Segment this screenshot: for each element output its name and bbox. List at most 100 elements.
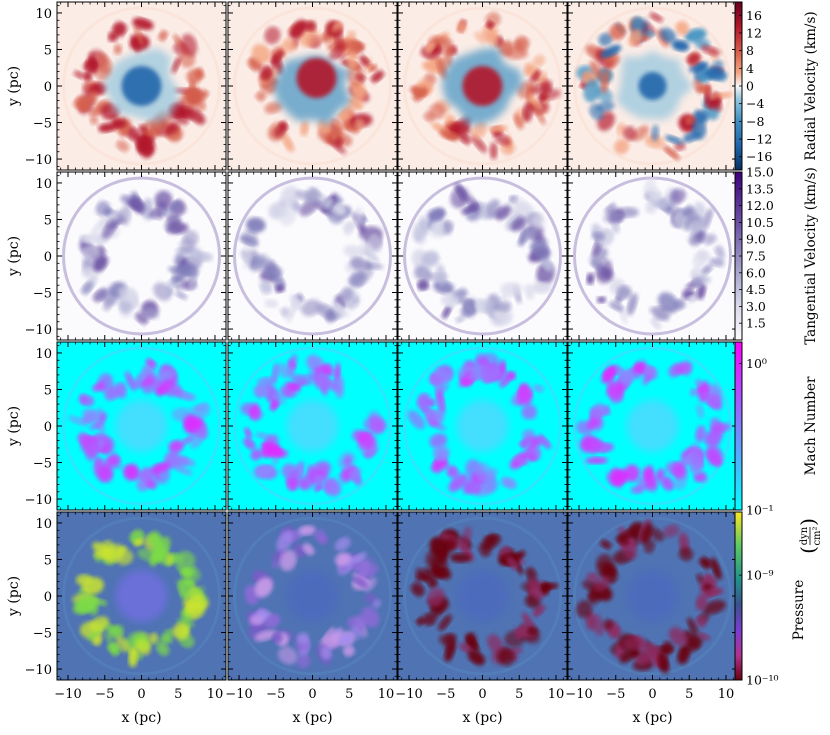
y-tick-label: −10 xyxy=(25,663,52,678)
x-tick-label: −5 xyxy=(436,687,455,702)
panel-r2-c1 xyxy=(56,171,227,341)
panel-grid xyxy=(56,1,738,681)
y-tick-label: −5 xyxy=(33,117,52,132)
colorbar-tick-label: 1.5 xyxy=(746,316,766,331)
panel-r2-c2 xyxy=(227,171,398,341)
y-tick-label: 5 xyxy=(44,553,52,568)
colorbar-tick-label: 4 xyxy=(746,61,754,76)
y-tick-label: 0 xyxy=(44,590,52,605)
x-tick-label: 5 xyxy=(515,687,523,702)
colorbar-tick-label: 10.5 xyxy=(746,215,774,230)
y-tick-label: 5 xyxy=(44,213,52,228)
y-axis-label: y (pc) xyxy=(6,236,22,277)
colorbar-tick-label: −12 xyxy=(746,132,772,147)
y-tick-label: 5 xyxy=(44,43,52,58)
colorbar-tick-label: 0 xyxy=(746,79,754,94)
y-tick-label: −5 xyxy=(33,457,52,472)
colorbar-tick-label: 9.0 xyxy=(746,232,766,247)
x-tick-label: 10 xyxy=(378,687,395,702)
x-tick-label: 10 xyxy=(207,687,224,702)
y-tick-label: 10 xyxy=(35,517,52,532)
colorbar-tick-label: 7.5 xyxy=(746,249,766,264)
colorbar-tick-label: 4.5 xyxy=(746,282,766,297)
panel-r4-c2 xyxy=(227,511,398,681)
y-tick-label: 0 xyxy=(44,420,52,435)
colorbar-unit-denominator: cm² xyxy=(812,526,823,545)
panel-r4-c1 xyxy=(56,511,227,681)
colorbar-mach-number: 10⁰ 10⁻¹ Mach Number xyxy=(734,341,819,518)
colorbar-tick-label: 15.0 xyxy=(746,165,774,180)
y-axis-label: y (pc) xyxy=(6,576,22,617)
x-tick-label: −5 xyxy=(606,687,625,702)
x-tick-label: −5 xyxy=(95,687,114,702)
y-axis-label: y (pc) xyxy=(6,66,22,107)
y-tick-label: −10 xyxy=(25,153,52,168)
x-axis-label: x (pc) xyxy=(292,710,332,726)
x-tick-label: −10 xyxy=(565,687,592,702)
y-tick-label: −10 xyxy=(25,493,52,508)
x-tick-label: 0 xyxy=(308,687,316,702)
colorbar-tick-label: 12.0 xyxy=(746,198,774,213)
panel-r3-c3 xyxy=(397,341,568,511)
colorbar-tick-label: 10⁻¹ xyxy=(746,503,774,518)
panel-r2-c4 xyxy=(567,171,738,341)
colorbar-tick-label: 16 xyxy=(746,8,762,23)
colorbar-unit-numerator: dyn xyxy=(799,526,810,545)
y-tick-label: −5 xyxy=(33,627,52,642)
colorbar-tick-label: 10⁻¹⁰ xyxy=(746,673,779,688)
panel-r2-c3 xyxy=(397,171,568,341)
colorbar-tick-label: 8 xyxy=(746,43,754,58)
x-tick-label: 5 xyxy=(345,687,353,702)
colorbar-tick-label: 3.0 xyxy=(746,299,766,314)
colorbar-bar xyxy=(734,341,743,511)
x-tick-label: 5 xyxy=(685,687,693,702)
colorbar-tick-label: −4 xyxy=(746,96,764,111)
panel-r1-c4 xyxy=(567,1,738,171)
colorbar-tick-label: −8 xyxy=(746,114,764,129)
x-tick-label: 0 xyxy=(648,687,656,702)
axes-layer: −10 −5 0 5 10 y (pc) −10 −5 0 5 10 y (pc) −10 −5 0 5 10 y… xyxy=(6,7,734,726)
y-tick-label: 5 xyxy=(44,383,52,398)
x-tick-label: −5 xyxy=(266,687,285,702)
panel-r4-c4 xyxy=(567,511,738,681)
colorbar-label: Mach Number xyxy=(803,376,819,475)
colorbar-tick-label: 10⁻⁹ xyxy=(746,568,774,583)
x-tick-label: 10 xyxy=(718,687,735,702)
y-tick-label: −10 xyxy=(25,323,52,338)
panel-r4-c3 xyxy=(397,511,568,681)
panel-r1-c1 xyxy=(56,1,227,171)
y-tick-label: 10 xyxy=(35,177,52,192)
y-tick-label: 10 xyxy=(35,7,52,22)
colorbar-label: Pressure xyxy=(791,580,807,641)
x-tick-label: 5 xyxy=(174,687,182,702)
x-tick-label: −10 xyxy=(395,687,422,702)
x-tick-label: 0 xyxy=(478,687,486,702)
x-tick-label: −10 xyxy=(54,687,81,702)
colorbar-label: Tangential Velocity (km/s) xyxy=(803,167,819,345)
colorbar-radial-velocity: 16 12 8 4 0 −4 −8 −12 −16 Radial Velocity (km/s) xyxy=(734,1,819,171)
colorbar-bar xyxy=(734,511,743,681)
panel-r1-c2 xyxy=(227,1,398,171)
svg-text:): ) xyxy=(796,518,820,526)
colorbar-tick-label: 6.0 xyxy=(746,265,766,280)
svg-text:(: ( xyxy=(796,546,820,554)
y-tick-label: 10 xyxy=(35,347,52,362)
panel-r3-c1 xyxy=(56,341,227,511)
x-axis-label: x (pc) xyxy=(121,710,161,726)
panel-r3-c4 xyxy=(567,341,738,511)
y-axis-label: y (pc) xyxy=(6,406,22,447)
colorbar-tick-label: 12 xyxy=(746,25,762,40)
y-tick-label: 0 xyxy=(44,250,52,265)
colorbar-tick-label: 10⁰ xyxy=(746,356,767,371)
y-tick-label: 0 xyxy=(44,80,52,95)
colorbar-tangential-velocity: 15.013.5 12.0 10.5 9.0 7.56.0 4.5 3.0 1.5 Tangen… xyxy=(734,165,819,345)
colorbar-tick-label: −16 xyxy=(746,149,772,164)
colorbar-unit: dyn cm²() xyxy=(796,518,823,554)
colorbar-pressure: 10⁻⁹ 10⁻¹⁰ Pressure dyn cm²() xyxy=(734,511,823,688)
colorbar-tick-label: 13.5 xyxy=(746,181,774,196)
x-tick-label: 10 xyxy=(548,687,565,702)
y-tick-label: −5 xyxy=(33,287,52,302)
x-axis-label: x (pc) xyxy=(632,710,672,726)
